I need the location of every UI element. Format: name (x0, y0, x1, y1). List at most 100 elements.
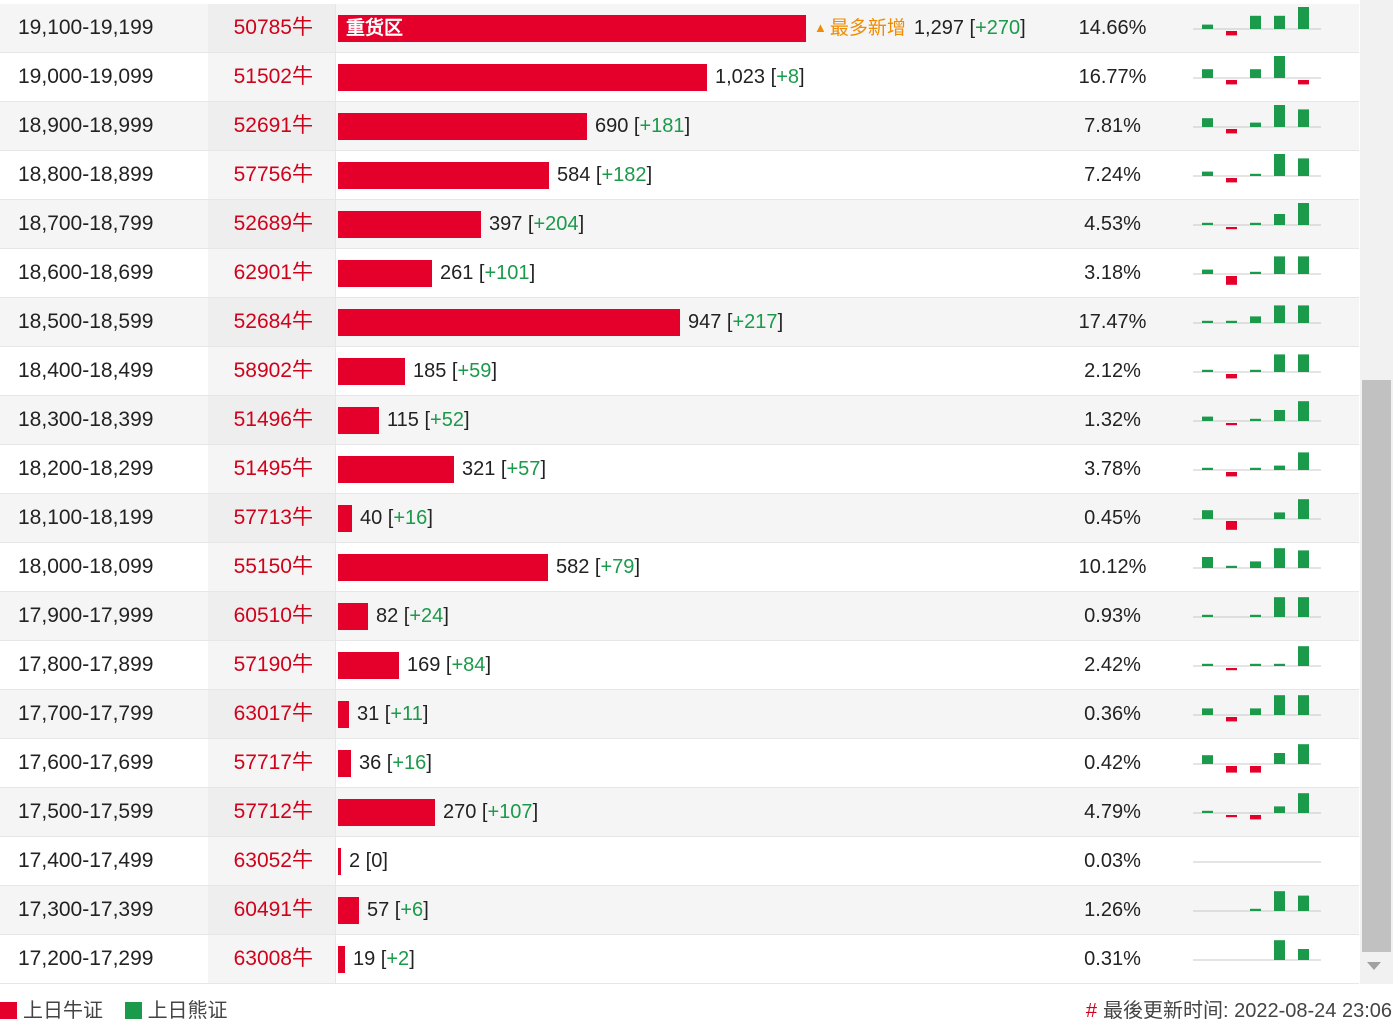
warrant-code-link[interactable]: 63017牛 (208, 690, 336, 738)
sparkline-bar (1274, 354, 1285, 372)
volume-value: 690 (595, 115, 629, 137)
volume-value: 40 (360, 507, 383, 529)
table-row[interactable]: 18,500-18,599 52684牛 947 [+217] 17.47% (0, 298, 1359, 347)
warrant-code-link[interactable]: 57717牛 (208, 739, 336, 787)
table-row[interactable]: 18,400-18,499 58902牛 185 [+59] 2.12% (0, 347, 1359, 396)
volume-bar-cell: 321 [+57] (338, 445, 1058, 493)
price-range: 18,500-18,599 (18, 310, 154, 333)
warrant-code-link[interactable]: 57756牛 (208, 151, 336, 199)
warrant-code-link[interactable]: 57190牛 (208, 641, 336, 689)
table-row[interactable]: 18,800-18,899 57756牛 584 [+182] 7.24% (0, 151, 1359, 200)
volume-bar (338, 946, 345, 973)
sparkline-bar (1250, 418, 1261, 421)
sparkline-chart (1193, 354, 1321, 379)
sparkline-bar (1274, 214, 1285, 225)
warrant-code-link[interactable]: 58902牛 (208, 347, 336, 395)
table-row[interactable]: 17,800-17,899 57190牛 169 [+84] 2.42% (0, 641, 1359, 690)
volume-change: +57 (506, 458, 541, 480)
volume-values: 57 [+6] (367, 899, 429, 921)
table-row[interactable]: 18,700-18,799 52689牛 397 [+204] 4.53% (0, 200, 1359, 249)
warrant-code-link[interactable]: 52691牛 (208, 102, 336, 150)
table-row[interactable]: 17,700-17,799 63017牛 31 [+11] 0.36% (0, 690, 1359, 739)
warrant-code-link[interactable]: 51502牛 (208, 53, 336, 101)
sparkline-bar (1250, 663, 1261, 666)
table-row[interactable]: 18,900-18,999 52691牛 690 [+181] 7.81% (0, 102, 1359, 151)
volume-values: 261 [+101] (440, 262, 536, 284)
sparkline-bar (1274, 512, 1285, 519)
volume-value: 169 (407, 654, 441, 676)
sparkline (1193, 4, 1323, 52)
volume-bar-cell: 261 [+101] (338, 249, 1058, 297)
table-row[interactable]: 17,300-17,399 60491牛 57 [+6] 1.26% (0, 886, 1359, 935)
table-row[interactable]: 18,000-18,099 55150牛 582 [+79] 10.12% (0, 543, 1359, 592)
volume-bar-cell: 31 [+11] (338, 690, 1058, 738)
table-row[interactable]: 18,600-18,699 62901牛 261 [+101] 3.18% (0, 249, 1359, 298)
sparkline-bar (1274, 806, 1285, 813)
price-range: 17,600-17,699 (18, 751, 154, 774)
table-row[interactable]: 17,500-17,599 57712牛 270 [+107] 4.79% (0, 788, 1359, 837)
sparkline-chart (1193, 744, 1321, 773)
warrant-code-link[interactable]: 52684牛 (208, 298, 336, 346)
sparkline-bar (1298, 744, 1309, 764)
sparkline-bar (1250, 908, 1261, 911)
scrollbar[interactable] (1360, 0, 1393, 984)
sparkline-chart (1193, 105, 1321, 134)
table-row[interactable]: 17,400-17,499 63052牛 2 [0] 0.03% (0, 837, 1359, 886)
warrant-code-link[interactable]: 51495牛 (208, 445, 336, 493)
most-added-label: 最多新增 (829, 18, 906, 39)
sparkline-bar (1298, 895, 1309, 911)
percentage: 2.12% (1084, 360, 1141, 382)
warrant-code-link[interactable]: 57713牛 (208, 494, 336, 542)
table-row[interactable]: 19,100-19,199 50785牛 重货区 ▲ 最多新增 1,297 [+270] 1… (0, 4, 1359, 53)
volume-change: +107 (487, 801, 533, 823)
volume-change: +217 (732, 311, 778, 333)
volume-change: +52 (430, 409, 464, 431)
sparkline-chart (1193, 861, 1321, 863)
volume-value: 270 (443, 801, 477, 823)
percentage: 0.36% (1084, 703, 1141, 725)
warrant-code-link[interactable]: 51496牛 (208, 396, 336, 444)
table-row[interactable]: 17,900-17,999 60510牛 82 [+24] 0.93% (0, 592, 1359, 641)
percentage: 3.18% (1084, 262, 1141, 284)
volume-bar (338, 505, 352, 532)
table-row[interactable]: 17,600-17,699 57717牛 36 [+16] 0.42% (0, 739, 1359, 788)
warrant-code-link[interactable]: 60491牛 (208, 886, 336, 934)
percentage: 4.79% (1084, 801, 1141, 823)
sparkline (1193, 935, 1323, 983)
volume-value: 19 (353, 948, 376, 970)
volume-bar: 重货区 (338, 15, 806, 42)
warrant-code-link[interactable]: 52689牛 (208, 200, 336, 248)
warrant-code-link[interactable]: 62901牛 (208, 249, 336, 297)
warrant-code-link[interactable]: 63008牛 (208, 935, 336, 983)
sparkline-bar (1250, 15, 1261, 29)
volume-change: +11 (390, 703, 423, 725)
volume-change: 0 (371, 850, 383, 872)
warrant-code-link[interactable]: 60510牛 (208, 592, 336, 640)
volume-values: 185 [+59] (413, 360, 497, 382)
percentage: 3.78% (1084, 458, 1141, 480)
scrollbar-thumb[interactable] (1362, 380, 1391, 952)
price-range: 17,200-17,299 (18, 947, 154, 970)
warrant-code-link[interactable]: 55150牛 (208, 543, 336, 591)
table-row[interactable]: 18,200-18,299 51495牛 321 [+57] 3.78% (0, 445, 1359, 494)
percentage: 1.32% (1084, 409, 1141, 431)
table-row[interactable]: 19,000-19,099 51502牛 1,023 [+8] 16.77% (0, 53, 1359, 102)
volume-values: 582 [+79] (556, 556, 640, 578)
table-row[interactable]: 18,100-18,199 57713牛 40 [+16] 0.45% (0, 494, 1359, 543)
table-row[interactable]: 17,200-17,299 63008牛 19 [+2] 0.31% (0, 935, 1359, 984)
sparkline-bar (1202, 118, 1213, 127)
volume-values: 2 [0] (349, 850, 388, 872)
sparkline-bar (1298, 401, 1309, 421)
warrant-code-link[interactable]: 57712牛 (208, 788, 336, 836)
sparkline-bar (1202, 416, 1213, 421)
table-row[interactable]: 18,300-18,399 51496牛 115 [+52] 1.32% (0, 396, 1359, 445)
price-range: 18,600-18,699 (18, 261, 154, 284)
volume-bar-cell: 169 [+84] (338, 641, 1058, 689)
scroll-down-arrow-icon[interactable] (1367, 962, 1381, 970)
percentage: 2.42% (1084, 654, 1141, 676)
warrant-code-link[interactable]: 63052牛 (208, 837, 336, 885)
sparkline-bar (1226, 374, 1237, 379)
sparkline-chart (1193, 256, 1321, 285)
percentage: 17.47% (1078, 311, 1147, 333)
warrant-code-link[interactable]: 50785牛 (208, 4, 336, 52)
